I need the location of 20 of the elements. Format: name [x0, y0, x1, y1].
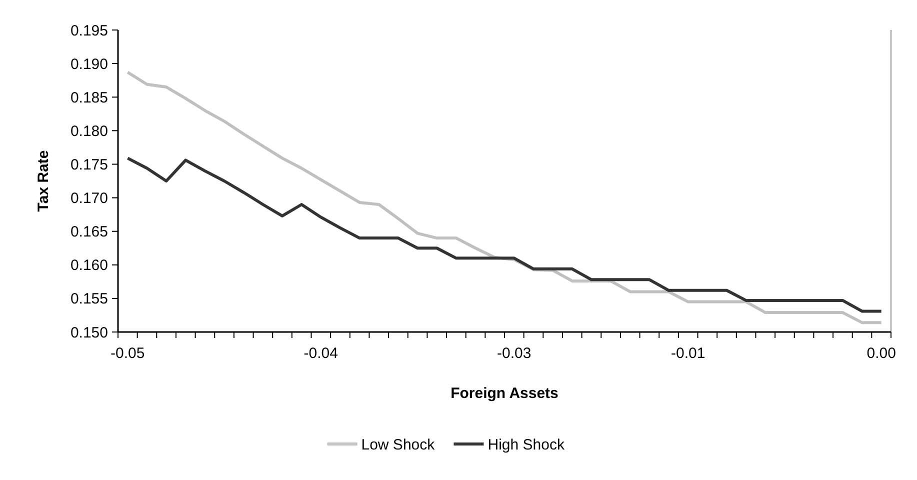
legend-label: Low Shock — [361, 436, 436, 454]
y-tick-label: 0.155 — [70, 290, 108, 308]
line-series — [126, 156, 883, 313]
y-tick-label: 0.180 — [70, 122, 108, 140]
x-tick-label: 0.00 — [866, 345, 896, 362]
y-tick-label: 0.150 — [70, 324, 108, 342]
x-tick-label: -0.01 — [670, 345, 706, 362]
y-tick-label: 0.170 — [70, 190, 108, 208]
y-tick-label: 0.195 — [70, 22, 108, 40]
x-tick-label: -0.04 — [304, 345, 338, 362]
y-tick-label: 0.175 — [70, 156, 108, 174]
y-tick-label: 0.165 — [70, 224, 108, 241]
y-tick-label: 0.185 — [70, 89, 108, 106]
x-tick-label: -0.05 — [110, 345, 145, 362]
x-axis-title: Foreign Assets — [450, 385, 558, 402]
legend-label: High Shock — [488, 436, 565, 454]
x-tick-label: -0.03 — [497, 345, 532, 362]
y-tick-label: 0.190 — [70, 56, 108, 73]
y-tick-label: 0.160 — [70, 257, 108, 274]
y-axis-title: Tax Rate — [35, 150, 52, 212]
